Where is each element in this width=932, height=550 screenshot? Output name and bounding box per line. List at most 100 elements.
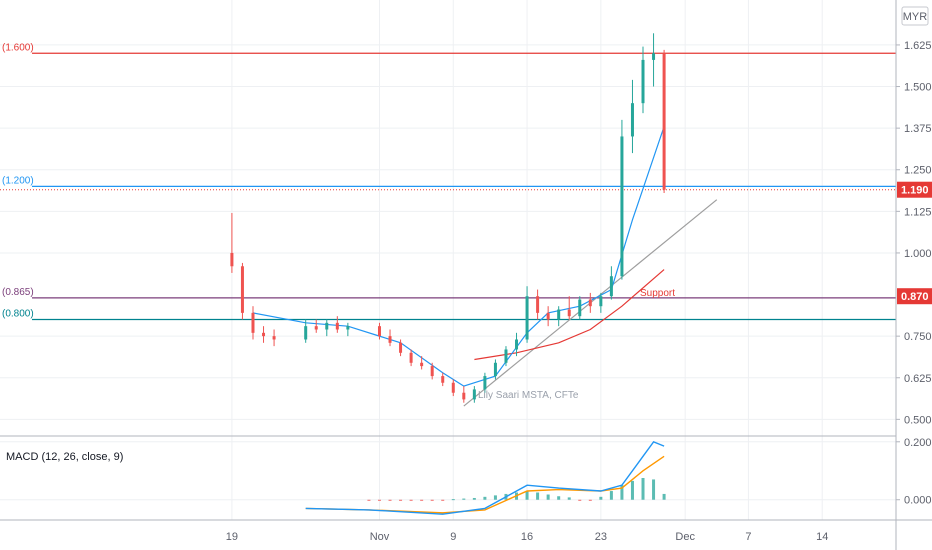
macd-pane — [305, 440, 666, 515]
macd-histogram-bar — [420, 499, 424, 501]
candle-body — [346, 326, 350, 330]
candle-body — [536, 296, 540, 313]
candle-body — [420, 362, 424, 367]
candle-body — [377, 326, 381, 337]
candle-body — [251, 312, 255, 333]
y-tick-label: 1.000 — [904, 248, 932, 260]
candle-body — [609, 276, 613, 297]
currency-badge-label: MYR — [903, 11, 928, 23]
candle-body — [409, 352, 413, 363]
macd-histogram-bar — [578, 499, 582, 501]
candle-body — [430, 366, 434, 377]
level-label: (1.200) — [2, 175, 34, 186]
macd-histogram-bar — [472, 497, 476, 500]
candles[interactable] — [230, 33, 666, 403]
price-badge-label: 0.870 — [901, 291, 929, 303]
macd-histogram-bar — [652, 479, 656, 500]
y-tick-label: 1.500 — [904, 82, 932, 94]
macd-histogram-bar — [546, 494, 550, 500]
currency-badge[interactable] — [901, 6, 929, 26]
level-label: (0.800) — [2, 309, 34, 320]
macd-histogram-bar — [525, 491, 529, 500]
x-tick-label: 7 — [745, 531, 751, 543]
candle-body — [314, 326, 318, 330]
candle-body — [525, 296, 529, 340]
candle-body — [399, 342, 403, 353]
candle-body — [388, 336, 392, 343]
candle-body — [272, 336, 276, 340]
candle-body — [325, 322, 329, 330]
candle-body — [630, 103, 634, 137]
macd-histogram-bar — [367, 499, 371, 501]
y-tick-label: 0.750 — [904, 331, 932, 343]
y-tick-label: 1.625 — [904, 40, 932, 52]
x-tick-label: 23 — [595, 531, 607, 543]
price-badges: 1.190 0.870 — [897, 181, 932, 305]
macd-histogram-bar — [588, 499, 592, 501]
candle-body — [557, 309, 561, 320]
y-tick-label: 0.500 — [904, 414, 932, 426]
macd-histogram-bar — [451, 499, 455, 501]
macd-histogram-bar — [377, 499, 381, 501]
macd-histogram-bar — [599, 496, 603, 500]
candle-body — [599, 296, 603, 307]
candle-body — [441, 376, 445, 383]
macd-histogram-bar — [630, 480, 634, 500]
candle-body — [662, 53, 666, 190]
macd-histogram-bar — [609, 491, 613, 500]
candle-body — [641, 59, 645, 104]
candle-body — [546, 312, 550, 320]
y-tick-label: 0.625 — [904, 373, 932, 385]
candle-body — [304, 326, 308, 340]
y-tick-label: 1.375 — [904, 123, 932, 135]
ma-slow-line — [474, 269, 665, 361]
candle-body — [240, 266, 244, 313]
macd-histogram-bar — [620, 485, 624, 500]
price-badge — [897, 181, 932, 198]
macd-histogram-bar — [493, 495, 497, 500]
candle-body — [493, 362, 497, 377]
candle-body — [588, 299, 592, 307]
macd-histogram-bar — [430, 499, 434, 501]
candle-body — [483, 376, 487, 390]
macd-histogram-bar — [662, 493, 666, 500]
candle-body — [472, 389, 476, 400]
macd-histogram-bar — [483, 496, 487, 500]
macd-histogram-bar — [441, 499, 445, 501]
axes: 19 Nov 9 16 23 Dec 7 14 1.625 1.500 1.375 1.250 1.12… — [226, 40, 932, 543]
support-label: Support — [640, 288, 675, 299]
macd-histogram-bar — [641, 478, 645, 500]
x-tick-label: 14 — [816, 531, 828, 543]
macd-histogram-bar — [388, 499, 392, 501]
macd-histogram-bar — [536, 492, 540, 500]
macd-title: MACD (12, 26, close, 9) — [6, 451, 123, 463]
candle-body — [335, 322, 339, 330]
candle-body — [578, 299, 582, 317]
macd-histogram-bar — [567, 497, 571, 500]
x-tick-label: 9 — [450, 531, 456, 543]
candle-body — [515, 339, 519, 350]
macd-histogram-bar — [409, 499, 413, 501]
macd-histogram-bar — [399, 499, 403, 501]
x-tick-label: Nov — [370, 531, 390, 543]
macd-line — [305, 440, 665, 515]
macd-y-tick-label: 0.200 — [904, 437, 932, 449]
y-tick-label: 1.250 — [904, 165, 932, 177]
candle-body — [504, 349, 508, 363]
horizontal-levels: (1.600) (1.200) (0.865) (0.800) — [0, 42, 896, 321]
x-tick-label: 19 — [226, 531, 238, 543]
candle-body — [451, 382, 455, 393]
x-tick-label: 16 — [521, 531, 533, 543]
candle-body — [230, 252, 234, 267]
x-tick-label: Dec — [675, 531, 695, 543]
watermark: Lily Saari MSTA, CFTe — [478, 390, 579, 401]
macd-histogram-bar — [462, 498, 466, 500]
y-tick-label: 1.125 — [904, 206, 932, 218]
price-badge — [897, 288, 932, 305]
level-label: (0.865) — [2, 287, 34, 298]
candle-body — [620, 136, 624, 277]
candle-body — [652, 53, 656, 60]
price-badge-label: 1.190 — [901, 185, 929, 197]
